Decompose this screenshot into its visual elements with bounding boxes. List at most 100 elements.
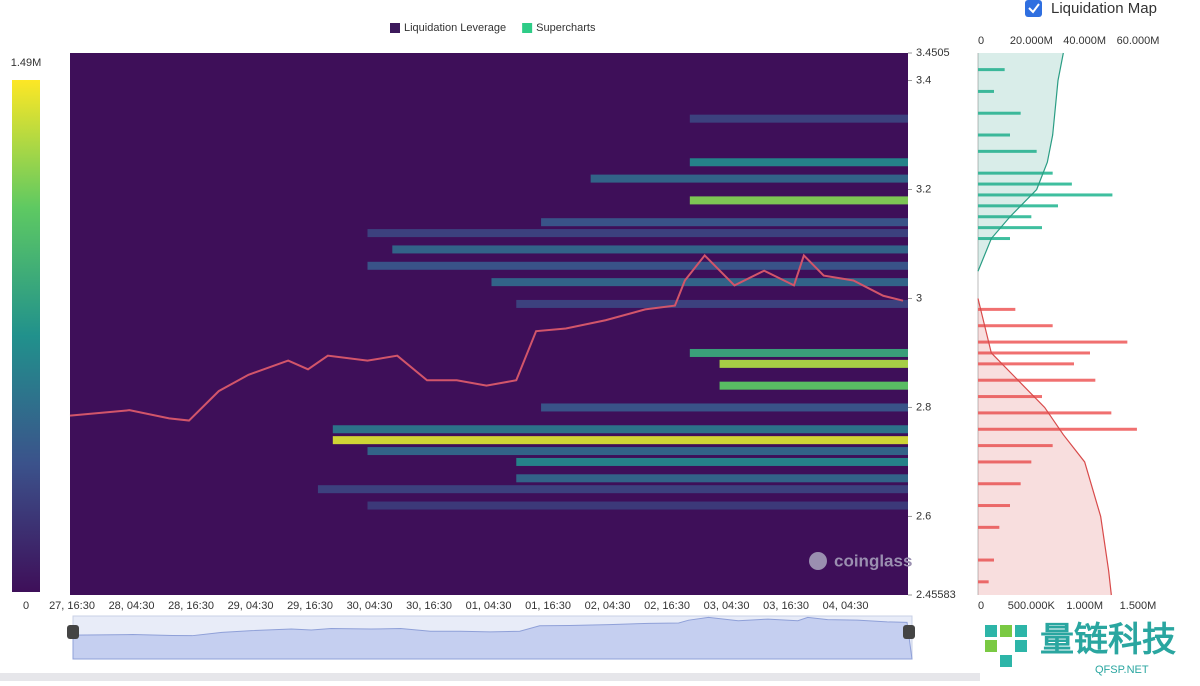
navigator-area bbox=[72, 616, 913, 660]
y-tick-label: 2.8 bbox=[916, 401, 931, 413]
footer-strip bbox=[0, 673, 980, 681]
heat-band bbox=[317, 485, 909, 494]
x-tick-label: 02, 04:30 bbox=[585, 600, 631, 612]
logo-icon bbox=[985, 625, 1027, 667]
heat-band bbox=[367, 447, 909, 456]
y-tick-label: 2.45583 bbox=[916, 589, 956, 601]
liquidation-bar bbox=[978, 580, 989, 584]
x2-tick-label: 40.000M bbox=[1063, 35, 1106, 47]
heat-band bbox=[367, 229, 909, 238]
y-tick-label: 3.4505 bbox=[916, 47, 950, 59]
x-tick-label: 1.500M bbox=[1120, 600, 1157, 612]
cumulative-area bbox=[978, 53, 1064, 272]
navigator-handle[interactable] bbox=[67, 625, 79, 639]
x-tick-label: 1.000M bbox=[1066, 600, 1103, 612]
cumulative-line bbox=[977, 298, 1112, 596]
liquidation-bar bbox=[978, 460, 1032, 464]
liquidation-bar bbox=[978, 133, 1010, 137]
x-tick-label: 02, 16:30 bbox=[644, 600, 690, 612]
heat-band bbox=[590, 174, 908, 183]
legend-swatch bbox=[522, 23, 533, 33]
x-tick-label: 29, 16:30 bbox=[287, 600, 333, 612]
liquidation-bar bbox=[978, 193, 1113, 197]
heat-band bbox=[541, 218, 908, 227]
x-tick-label: 03, 04:30 bbox=[704, 600, 750, 612]
legend-label: Liquidation Leverage bbox=[404, 22, 506, 34]
checkbox[interactable] bbox=[1025, 0, 1042, 17]
price-line bbox=[69, 253, 904, 422]
plot-background bbox=[70, 53, 908, 595]
heat-band bbox=[332, 425, 908, 434]
navigator-handle[interactable] bbox=[903, 625, 915, 639]
x-tick-label: 0 bbox=[978, 600, 984, 612]
watermark: coinglass bbox=[834, 551, 912, 570]
brand-name: 量链科技 bbox=[1040, 621, 1176, 659]
watermark-icon bbox=[809, 552, 827, 570]
x2-tick-label: 0 bbox=[978, 35, 984, 47]
heat-band bbox=[689, 348, 908, 357]
liquidation-bar bbox=[978, 307, 1016, 311]
x-tick-label: 27, 16:30 bbox=[49, 600, 95, 612]
heat-band bbox=[367, 501, 909, 510]
legend-swatch bbox=[390, 23, 400, 33]
heat-band bbox=[491, 278, 908, 287]
liquidation-bar bbox=[978, 68, 1005, 72]
heat-band bbox=[689, 114, 908, 123]
x2-tick-label: 20.000M bbox=[1010, 35, 1053, 47]
liquidation-bar bbox=[978, 411, 1112, 415]
liquidation-bar bbox=[978, 149, 1037, 153]
heat-band bbox=[516, 299, 908, 308]
x-tick-label: 03, 16:30 bbox=[763, 600, 809, 612]
heat-band bbox=[541, 403, 908, 412]
liquidation-bar bbox=[978, 504, 1010, 508]
heat-band bbox=[719, 381, 908, 390]
liquidation-bar bbox=[978, 444, 1053, 448]
liquidation-bar bbox=[978, 237, 1010, 241]
liquidation-bar bbox=[978, 111, 1021, 115]
liquidation-bar bbox=[978, 351, 1090, 355]
liquidation-bar bbox=[978, 89, 994, 93]
liquidation-bar bbox=[978, 378, 1096, 382]
liquidation-bar bbox=[978, 340, 1128, 344]
check-mark bbox=[1028, 3, 1040, 14]
liquidation-bar bbox=[978, 324, 1053, 328]
brand-site: QFSP.NET bbox=[1095, 664, 1149, 676]
x-tick-label: 29, 04:30 bbox=[228, 600, 274, 612]
x-tick-label: 30, 04:30 bbox=[347, 600, 393, 612]
x-tick-label: 28, 16:30 bbox=[168, 600, 214, 612]
heat-band bbox=[719, 359, 908, 368]
colorbar bbox=[12, 80, 40, 592]
liquidation-bar bbox=[978, 525, 1000, 529]
heat-band bbox=[689, 196, 908, 205]
liquidation-bar bbox=[978, 226, 1042, 230]
y-tick-label: 2.6 bbox=[916, 510, 931, 522]
heat-band bbox=[516, 474, 908, 483]
cumulative-line bbox=[977, 52, 1064, 272]
x-tick-label: 01, 04:30 bbox=[466, 600, 512, 612]
x2-tick-label: 60.000M bbox=[1117, 35, 1160, 47]
checkbox-label[interactable]: Liquidation Map bbox=[1051, 0, 1157, 17]
heat-band bbox=[367, 261, 909, 270]
x-tick-label: 01, 16:30 bbox=[525, 600, 571, 612]
x-tick-label: 28, 04:30 bbox=[109, 600, 155, 612]
liquidation-bar bbox=[978, 362, 1074, 366]
liquidation-bar bbox=[978, 558, 994, 562]
liquidation-bar bbox=[978, 204, 1058, 208]
liquidation-bar bbox=[978, 427, 1137, 431]
x-tick-label: 30, 16:30 bbox=[406, 600, 452, 612]
cumulative-area bbox=[978, 298, 1112, 595]
colorbar-tick-label: 0 bbox=[23, 600, 29, 612]
colorbar-tick-label: 1.49M bbox=[11, 57, 42, 69]
x-tick-label: 500.000K bbox=[1008, 600, 1056, 612]
legend-label: Supercharts bbox=[536, 22, 596, 34]
heat-band bbox=[516, 457, 908, 466]
y-tick-label: 3.2 bbox=[916, 183, 931, 195]
liquidation-bar bbox=[978, 171, 1053, 175]
y-tick-label: 3 bbox=[916, 292, 922, 304]
heat-band bbox=[689, 158, 908, 167]
liquidation-bar bbox=[978, 395, 1042, 399]
heat-band bbox=[332, 436, 908, 445]
y-tick-label: 3.4 bbox=[916, 74, 931, 86]
